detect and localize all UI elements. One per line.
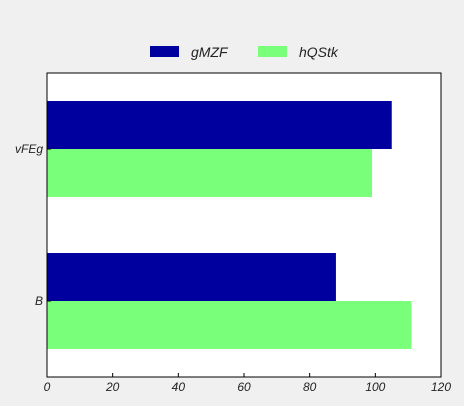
x-tick-label: 60 [237, 380, 251, 394]
x-tick-label: 100 [365, 380, 385, 394]
x-tick-label: 0 [44, 380, 51, 394]
y-category-label: B [35, 294, 43, 308]
bars [47, 101, 412, 349]
bar-hQStk-vFEg [47, 149, 373, 197]
legend-swatch [150, 46, 179, 57]
x-tick-label: 20 [105, 380, 120, 394]
x-tick-label: 120 [431, 380, 451, 394]
legend-label: gMZF [191, 44, 229, 60]
legend: gMZF hQStk [150, 44, 339, 60]
bar-gMZF-vFEg [47, 101, 392, 149]
x-tick-label: 80 [303, 380, 317, 394]
bar-hQStk-B [47, 301, 412, 349]
x-axis: 0 20 40 60 80 100 120 [44, 373, 451, 394]
x-tick-label: 40 [172, 380, 186, 394]
bar-gMZF-B [47, 253, 336, 301]
legend-swatch [258, 46, 287, 57]
y-category-label: vFEg [15, 142, 43, 156]
legend-label: hQStk [299, 44, 339, 60]
